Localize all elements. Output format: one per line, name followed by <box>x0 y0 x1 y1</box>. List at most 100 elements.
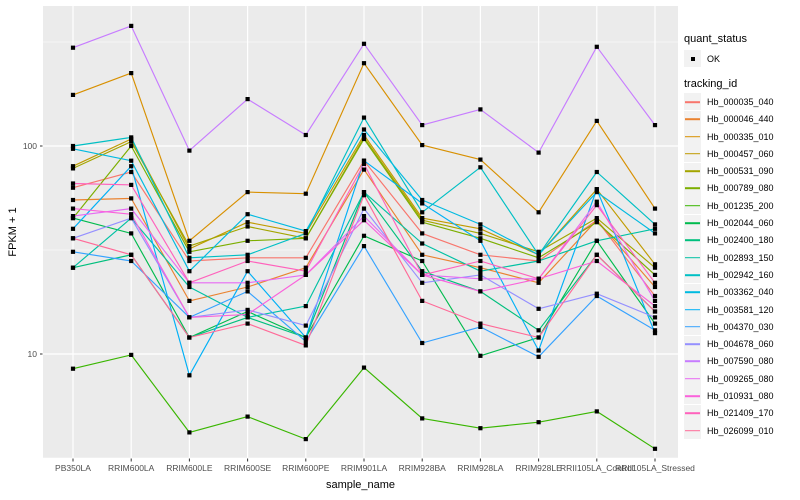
x-tick-label: RRIM928LE <box>515 463 562 473</box>
data-point <box>594 118 599 123</box>
panel-background-group <box>43 6 678 458</box>
data-point <box>187 246 192 251</box>
legend-item: Hb_000457_060 <box>684 145 800 163</box>
legend-line-swatch <box>685 153 700 155</box>
data-point <box>129 216 134 221</box>
data-point <box>594 203 599 208</box>
data-point <box>652 328 658 333</box>
data-point <box>303 437 308 442</box>
legend-item: Hb_003362_040 <box>684 283 800 301</box>
data-point <box>420 143 425 148</box>
legend-item-label: Hb_000531_090 <box>707 166 774 177</box>
legend-item: Hb_002942_160 <box>684 266 800 284</box>
data-point <box>245 312 250 317</box>
axis-ticks <box>40 145 656 462</box>
data-point <box>536 306 541 311</box>
data-point <box>70 206 76 211</box>
data-point <box>187 298 192 303</box>
legend-line-swatch <box>685 187 700 190</box>
legend-line-swatch <box>685 343 700 345</box>
data-point <box>187 148 192 153</box>
data-point <box>129 182 134 187</box>
legend-line-swatch <box>685 118 700 121</box>
data-point <box>70 45 76 50</box>
data-point <box>594 169 599 175</box>
legend-item: Hb_026099_010 <box>684 422 800 440</box>
data-point <box>245 252 250 257</box>
data-point <box>594 187 599 192</box>
data-point <box>129 206 134 211</box>
data-point <box>478 107 483 112</box>
legend-line-swatch <box>685 239 700 242</box>
data-point <box>594 190 599 195</box>
legend-key-box <box>684 145 701 163</box>
data-point <box>245 284 250 290</box>
data-point <box>652 265 658 270</box>
data-point <box>361 233 367 238</box>
data-point <box>245 220 250 225</box>
data-point <box>129 23 134 28</box>
data-point <box>187 284 192 290</box>
data-point <box>478 289 483 294</box>
data-point <box>420 201 425 206</box>
data-point <box>652 226 658 231</box>
legend: quant_status OK tracking_id Hb_000035_04… <box>684 32 800 440</box>
axis-tick-labels: PB350LA RRIM600LA RRIM600LE RRIM600SE RRIM60… <box>23 141 695 473</box>
legend-title-quant-status: quant_status <box>684 33 747 45</box>
legend-item-label: Hb_003362_040 <box>707 287 774 298</box>
data-point <box>478 231 483 236</box>
data-point <box>420 280 425 285</box>
data-point <box>478 222 483 227</box>
data-point <box>129 196 134 201</box>
data-point <box>652 446 658 451</box>
x-tick-label: RRIM928BA <box>399 463 447 473</box>
legend-item: Hb_000789_080 <box>684 179 800 197</box>
y-axis-title: FPKM + 1 <box>7 207 19 257</box>
data-point <box>478 265 483 270</box>
data-point <box>245 307 250 312</box>
y-tick-label: 10 <box>28 349 38 359</box>
data-point <box>536 150 541 155</box>
data-point <box>594 238 599 243</box>
data-point <box>652 315 658 320</box>
legend-key-box <box>684 231 701 249</box>
data-point <box>129 71 134 76</box>
x-tick-label: RRII105LA_Control <box>560 463 634 473</box>
data-point <box>303 231 308 236</box>
data-point <box>70 166 76 171</box>
legend-line-swatch <box>685 222 700 224</box>
legend-item-label: Hb_003581_120 <box>707 304 774 315</box>
data-point <box>303 191 308 196</box>
data-point <box>652 231 658 236</box>
data-point <box>303 335 308 340</box>
data-point <box>129 252 134 257</box>
data-point <box>420 340 425 346</box>
legend-item: Hb_003581_120 <box>684 301 800 318</box>
data-point <box>70 214 76 219</box>
data-point <box>303 339 308 344</box>
data-point <box>420 241 425 246</box>
data-point <box>652 280 658 285</box>
data-point <box>70 185 76 190</box>
data-point <box>187 244 192 249</box>
data-point <box>652 123 658 128</box>
black-square-point-icon <box>690 56 695 61</box>
legend-item: Hb_001235_200 <box>684 197 800 215</box>
data-point <box>361 193 367 198</box>
legend-key-box <box>684 283 701 301</box>
data-point <box>420 272 425 277</box>
data-point <box>303 304 308 309</box>
data-point <box>536 252 541 257</box>
data-point <box>187 255 192 260</box>
legend-key-box <box>684 335 701 353</box>
data-point <box>420 298 425 303</box>
data-point <box>420 123 425 128</box>
legend-line-swatch <box>685 291 700 293</box>
data-point <box>594 44 599 49</box>
data-point <box>129 212 134 217</box>
legend-item-label: Hb_004678_060 <box>707 339 774 350</box>
legend-item-label: Hb_000035_040 <box>707 96 774 107</box>
legend-key-box <box>684 110 701 128</box>
data-point <box>303 343 308 348</box>
data-point <box>420 231 425 236</box>
